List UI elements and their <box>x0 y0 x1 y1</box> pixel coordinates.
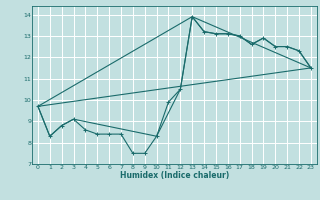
X-axis label: Humidex (Indice chaleur): Humidex (Indice chaleur) <box>120 171 229 180</box>
